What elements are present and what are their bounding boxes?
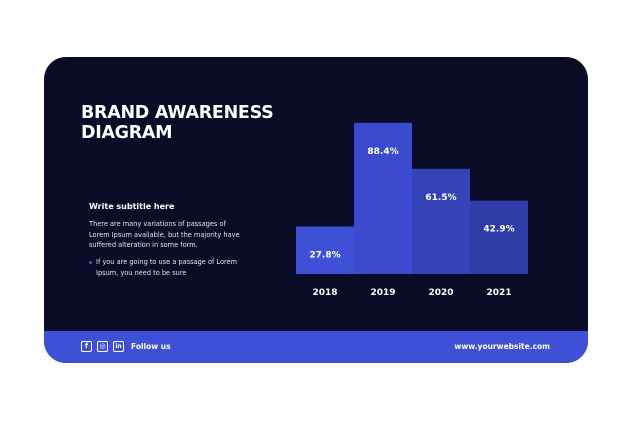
- paragraph-line-3: suffered alteration in some form.: [89, 241, 198, 250]
- bullet-text: If you are going to use a passage of Lor…: [96, 257, 237, 278]
- bullet-line-1: If you are going to use a passage of Lor…: [96, 258, 238, 266]
- bar-chart: 27.8% 2018 88.4% 2019 61.5% 2020 42.9% 2021: [296, 122, 528, 298]
- x-tick-label-2021: 2021: [486, 288, 511, 298]
- bar-2020: [412, 168, 470, 274]
- instagram-icon[interactable]: ◎: [97, 341, 108, 352]
- bar-2021: [470, 200, 528, 274]
- bullet-line-2: Ipsum, you need to be sure: [96, 268, 187, 277]
- facebook-icon[interactable]: f: [81, 341, 92, 352]
- footer-bar: f ◎ in Follow us www.yourwebsite.com: [44, 331, 588, 363]
- title-line-2: DIAGRAM: [81, 123, 173, 143]
- paragraph-line-2: Lorem Ipsum available, but the majority …: [89, 230, 240, 239]
- x-tick-label-2019: 2019: [370, 288, 395, 298]
- paragraph-line-1: There are many variations of passages of: [89, 220, 226, 228]
- title-line-1: BRAND AWARENESS: [81, 103, 274, 123]
- data-label-2021: 42.9%: [483, 225, 514, 235]
- data-label-2018: 27.8%: [309, 250, 340, 260]
- bar-2019: [354, 122, 412, 274]
- linkedin-icon[interactable]: in: [113, 341, 124, 352]
- x-tick-label-2020: 2020: [428, 288, 453, 298]
- slide-title: BRAND AWARENESS DIAGRAM: [81, 103, 301, 143]
- description-paragraph: There are many variations of passages of…: [89, 219, 259, 251]
- follow-us-label: Follow us: [131, 342, 171, 351]
- x-tick-label-2018: 2018: [312, 288, 337, 298]
- bar-2018: [296, 226, 354, 274]
- website-link[interactable]: www.yourwebsite.com: [454, 342, 550, 351]
- data-label-2019: 88.4%: [367, 147, 398, 157]
- subtitle: Write subtitle here: [89, 202, 175, 211]
- bullet-dot-icon: [89, 261, 92, 264]
- slide-card: BRAND AWARENESS DIAGRAM Write subtitle h…: [44, 57, 588, 363]
- data-label-2020: 61.5%: [425, 193, 456, 203]
